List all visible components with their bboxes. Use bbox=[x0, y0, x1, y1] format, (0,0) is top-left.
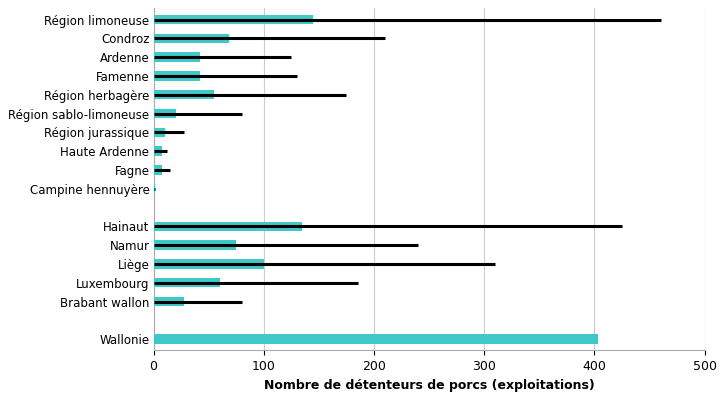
Bar bbox=[154, 71, 200, 81]
Bar bbox=[154, 334, 598, 344]
Bar bbox=[154, 128, 165, 137]
Bar bbox=[154, 240, 236, 250]
Bar bbox=[154, 259, 264, 269]
Bar bbox=[154, 90, 215, 100]
Bar bbox=[154, 297, 184, 306]
Bar bbox=[154, 109, 175, 118]
X-axis label: Nombre de détenteurs de porcs (exploitations): Nombre de détenteurs de porcs (exploitat… bbox=[264, 379, 594, 392]
Bar bbox=[154, 146, 162, 156]
Bar bbox=[154, 34, 228, 43]
Bar bbox=[154, 165, 162, 175]
Bar bbox=[154, 278, 220, 288]
Bar bbox=[154, 52, 200, 62]
Bar bbox=[154, 222, 302, 231]
Bar bbox=[154, 15, 313, 24]
